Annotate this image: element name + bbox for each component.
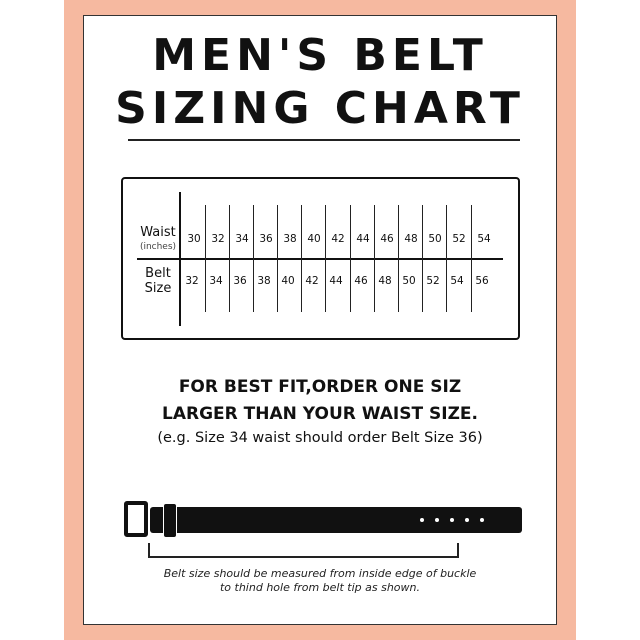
waist-value: 32 xyxy=(211,233,225,245)
waist-value: 38 xyxy=(283,233,297,245)
size-table xyxy=(121,177,520,340)
waist-value: 30 xyxy=(187,233,201,245)
waist-value: 40 xyxy=(307,233,321,245)
table-column-divider xyxy=(229,205,230,312)
belt-size-value: 46 xyxy=(354,275,368,287)
belt-buckle-icon xyxy=(124,501,148,537)
table-column-divider xyxy=(277,205,278,312)
waist-value: 34 xyxy=(235,233,249,245)
belt-size-value: 38 xyxy=(257,275,271,287)
belt-hole xyxy=(480,518,484,522)
belt-label-line-1: Belt xyxy=(145,266,171,281)
table-column-divider xyxy=(325,205,326,312)
waist-value: 52 xyxy=(452,233,466,245)
table-column-divider xyxy=(374,205,375,312)
belt-hole xyxy=(465,518,469,522)
waist-value: 36 xyxy=(259,233,273,245)
belt-size-value: 44 xyxy=(329,275,343,287)
belt-size-value: 40 xyxy=(281,275,295,287)
advice-line-1: FOR BEST FIT,ORDER ONE SIZ xyxy=(178,377,462,397)
belt-size-value: 50 xyxy=(402,275,416,287)
belt-illustration xyxy=(150,507,522,533)
title-underline xyxy=(128,139,520,141)
belt-hole xyxy=(435,518,439,522)
belt-size-value: 52 xyxy=(426,275,440,287)
table-column-divider xyxy=(471,205,472,312)
belt-size-label: Belt Size xyxy=(136,266,180,296)
waist-value: 48 xyxy=(404,233,418,245)
table-column-divider xyxy=(446,205,447,312)
table-column-divider xyxy=(205,205,206,312)
table-column-divider xyxy=(350,205,351,312)
table-column-divider xyxy=(398,205,399,312)
belt-size-value: 34 xyxy=(209,275,223,287)
waist-label-text: Waist xyxy=(140,225,176,240)
waist-unit: (inches) xyxy=(139,242,177,252)
belt-size-value: 36 xyxy=(233,275,247,287)
waist-value: 46 xyxy=(380,233,394,245)
belt-label-line-2: Size xyxy=(144,281,172,296)
table-horizontal-divider xyxy=(137,258,503,260)
waist-value: 54 xyxy=(477,233,491,245)
belt-size-value: 54 xyxy=(450,275,464,287)
advice-example: (e.g. Size 34 waist should order Belt Si… xyxy=(157,430,483,446)
waist-value: 50 xyxy=(428,233,442,245)
table-column-divider xyxy=(301,205,302,312)
caption-line-1: Belt size should be measured from inside… xyxy=(163,567,477,580)
title-line-1: MEN'S BELT xyxy=(152,30,488,81)
title-line-2: SIZING CHART xyxy=(115,83,525,134)
advice-line-2: LARGER THAN YOUR WAIST SIZE. xyxy=(162,404,478,424)
belt-size-value: 32 xyxy=(185,275,199,287)
waist-value: 42 xyxy=(331,233,345,245)
waist-value: 44 xyxy=(356,233,370,245)
waist-label: Waist (inches) xyxy=(136,225,180,255)
table-column-divider xyxy=(253,205,254,312)
belt-size-value: 48 xyxy=(378,275,392,287)
belt-hole xyxy=(420,518,424,522)
belt-size-value: 42 xyxy=(305,275,319,287)
caption-line-2: to thind hole from belt tip as shown. xyxy=(219,581,421,594)
belt-keeper xyxy=(163,503,177,538)
measurement-bracket xyxy=(148,543,459,558)
belt-size-value: 56 xyxy=(475,275,489,287)
belt-hole xyxy=(450,518,454,522)
table-column-divider xyxy=(422,205,423,312)
